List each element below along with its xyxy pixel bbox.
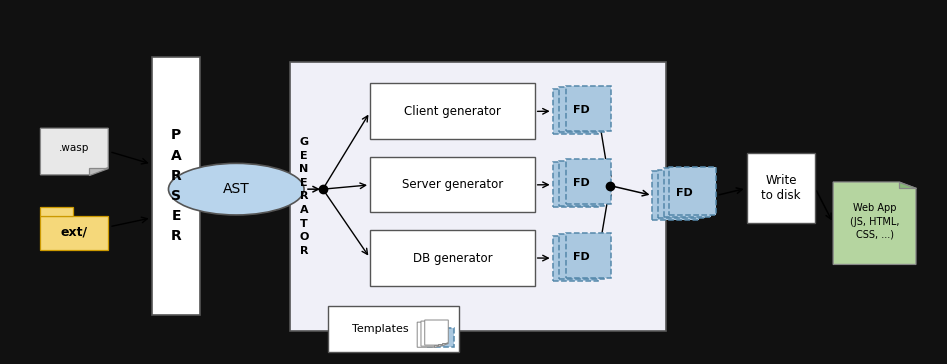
Polygon shape (418, 322, 440, 347)
FancyBboxPatch shape (565, 159, 611, 204)
Polygon shape (41, 207, 73, 216)
Polygon shape (441, 343, 448, 345)
FancyBboxPatch shape (553, 89, 598, 134)
Polygon shape (89, 167, 108, 175)
Circle shape (169, 163, 304, 215)
FancyBboxPatch shape (553, 162, 598, 207)
Polygon shape (41, 216, 108, 250)
Polygon shape (438, 344, 444, 346)
FancyBboxPatch shape (370, 157, 535, 213)
FancyBboxPatch shape (559, 234, 604, 279)
FancyBboxPatch shape (658, 170, 706, 218)
FancyBboxPatch shape (559, 161, 604, 206)
Text: .wasp: .wasp (59, 143, 90, 153)
Text: G
E
N
E
R
A
T
O
R: G E N E R A T O R (299, 137, 309, 256)
Text: AST: AST (223, 182, 250, 196)
Polygon shape (900, 182, 916, 188)
Text: Server generator: Server generator (402, 178, 503, 191)
Text: FD: FD (676, 188, 693, 198)
FancyBboxPatch shape (370, 230, 535, 286)
FancyBboxPatch shape (370, 83, 535, 139)
FancyBboxPatch shape (652, 171, 700, 219)
Polygon shape (425, 320, 448, 345)
Text: Client generator: Client generator (403, 105, 501, 118)
Text: Templates: Templates (352, 324, 408, 334)
Text: FD: FD (573, 105, 590, 115)
FancyBboxPatch shape (565, 233, 611, 278)
FancyBboxPatch shape (427, 328, 454, 347)
FancyBboxPatch shape (422, 329, 449, 349)
FancyBboxPatch shape (559, 87, 604, 132)
Text: P
A
R
S
E
R: P A R S E R (170, 128, 182, 243)
FancyBboxPatch shape (565, 86, 611, 131)
Polygon shape (421, 321, 444, 346)
Text: FD: FD (573, 178, 590, 188)
Polygon shape (41, 128, 108, 175)
FancyBboxPatch shape (328, 306, 459, 352)
Polygon shape (833, 182, 916, 264)
FancyBboxPatch shape (290, 62, 667, 331)
Text: ext/: ext/ (61, 226, 88, 238)
FancyBboxPatch shape (746, 153, 815, 223)
Text: DB generator: DB generator (413, 252, 492, 265)
Text: FD: FD (573, 252, 590, 262)
FancyBboxPatch shape (152, 56, 201, 314)
Polygon shape (434, 345, 440, 347)
FancyBboxPatch shape (670, 167, 716, 215)
FancyBboxPatch shape (664, 169, 711, 217)
FancyBboxPatch shape (553, 236, 598, 281)
Text: Web App
(JS, HTML,
CSS, ...): Web App (JS, HTML, CSS, ...) (849, 203, 900, 240)
Text: Write
to disk: Write to disk (761, 174, 800, 202)
